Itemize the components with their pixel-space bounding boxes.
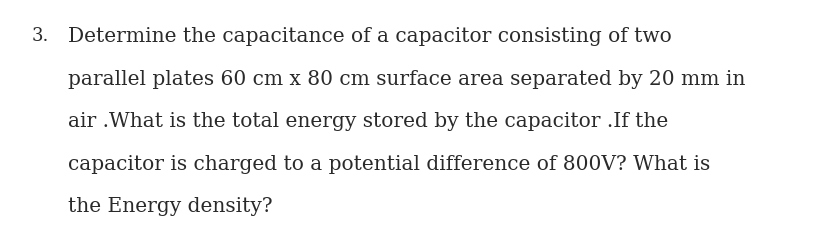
Text: the Energy density?: the Energy density? <box>68 197 272 216</box>
Text: Determine the capacitance of a capacitor consisting of two: Determine the capacitance of a capacitor… <box>68 27 671 46</box>
Text: capacitor is charged to a potential difference of 800V? What is: capacitor is charged to a potential diff… <box>68 155 710 174</box>
Text: air .What is the total energy stored by the capacitor .If the: air .What is the total energy stored by … <box>68 112 667 131</box>
Text: parallel plates 60 cm x 80 cm surface area separated by 20 mm in: parallel plates 60 cm x 80 cm surface ar… <box>68 70 744 89</box>
Text: 3.: 3. <box>31 27 49 46</box>
